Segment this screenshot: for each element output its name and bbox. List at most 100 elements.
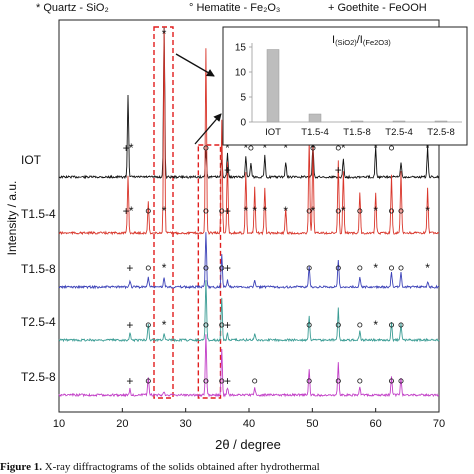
- hematite-marker: [357, 208, 363, 214]
- quartz-marker: *: [373, 141, 378, 155]
- quartz-marker: *: [373, 318, 378, 332]
- goethite-marker: +: [224, 163, 231, 177]
- caption-label: Figure 1.: [0, 461, 42, 473]
- hematite-marker: [145, 265, 151, 271]
- goethite-marker: +: [126, 374, 133, 388]
- hematite-marker: [335, 208, 341, 214]
- legend-quartz: * Quartz - SiO₂: [36, 2, 109, 14]
- inset-bar: [434, 120, 448, 123]
- inset-category-label: T1.5-4: [301, 127, 328, 138]
- hematite-marker: [398, 208, 404, 214]
- hematite-marker: [310, 145, 316, 151]
- quartz-marker: *: [373, 261, 378, 275]
- inset-bar: [266, 49, 280, 123]
- series-label: T2.5-8: [21, 370, 56, 384]
- legend-goethite: + Goethite - FeOOH: [328, 2, 427, 14]
- quartz-marker: *: [252, 204, 257, 218]
- hematite-marker: [357, 322, 363, 328]
- goethite-marker: +: [335, 163, 342, 177]
- hematite-marker: [252, 378, 258, 384]
- hematite-marker: [388, 145, 394, 151]
- y-axis-label: Intensity / a.u.: [5, 181, 19, 256]
- quartz-marker: *: [283, 204, 288, 218]
- series-label: T1.5-8: [21, 262, 56, 276]
- caption-text: X-ray diffractograms of the solids obtai…: [41, 461, 320, 473]
- quartz-marker: *: [283, 141, 288, 155]
- hematite-marker: [335, 265, 341, 271]
- hematite-marker: [203, 145, 209, 151]
- inset-y-tick-label: 5: [240, 93, 246, 104]
- goethite-marker: +: [224, 374, 231, 388]
- inset-category-label: T1.5-8: [343, 127, 370, 138]
- hematite-marker: [357, 265, 363, 271]
- goethite-marker: +: [123, 204, 130, 218]
- hematite-marker: [388, 208, 394, 214]
- quartz-marker: *: [162, 318, 167, 332]
- hematite-marker: [388, 322, 394, 328]
- arrow-to-inset: [194, 113, 222, 145]
- inset-frame: [222, 26, 468, 146]
- hematite-marker: [145, 322, 151, 328]
- inset-title-title-mid: /I: [357, 34, 363, 46]
- hematite-marker: [306, 265, 312, 271]
- quartz-marker: *: [425, 141, 430, 155]
- x-tick-label: 10: [53, 418, 65, 430]
- quartz-marker: *: [162, 27, 167, 41]
- legend-hematite: ° Hematite - Fe₂O₃: [189, 2, 281, 14]
- inset-y-tick-label: 15: [235, 43, 247, 54]
- x-tick-label: 50: [306, 418, 318, 430]
- goethite-marker: +: [123, 141, 130, 155]
- hematite-marker: [306, 378, 312, 384]
- inset-title-title-sub1: (SiO2): [335, 38, 357, 47]
- inset-title-title-sub2: (Fe2O3): [363, 38, 391, 47]
- quartz-marker: *: [243, 141, 248, 155]
- hematite-marker: [398, 322, 404, 328]
- hematite-marker: [203, 265, 209, 271]
- hematite-marker: [248, 145, 254, 151]
- x-axis-label: 2θ / degree: [215, 437, 281, 452]
- hematite-marker: [203, 208, 209, 214]
- hematite-marker: [335, 378, 341, 384]
- hematite-marker: [357, 378, 363, 384]
- hematite-marker: [306, 322, 312, 328]
- quartz-marker: *: [243, 204, 248, 218]
- x-tick-label: 40: [243, 418, 255, 430]
- inset-bar: [308, 113, 322, 123]
- inset-title: I(SiO2)/I(Fe2O3): [332, 34, 391, 47]
- x-tick-label: 30: [180, 418, 192, 430]
- quartz-marker: *: [129, 204, 134, 218]
- hematite-marker: [398, 378, 404, 384]
- series-label: T1.5-4: [21, 207, 56, 221]
- x-tick-label: 70: [433, 418, 445, 430]
- series-label: IOT: [21, 153, 42, 167]
- quartz-marker: *: [311, 204, 316, 218]
- hematite-marker: [145, 208, 151, 214]
- hematite-marker: [219, 208, 225, 214]
- hematite-marker: [388, 378, 394, 384]
- goethite-marker: +: [224, 318, 231, 332]
- hematite-marker: [219, 265, 225, 271]
- hematite-marker: [388, 265, 394, 271]
- quartz-marker: *: [162, 204, 167, 218]
- quartz-marker: *: [373, 204, 378, 218]
- inset-y-tick-label: 10: [235, 68, 247, 79]
- hematite-marker: [398, 265, 404, 271]
- hematite-marker: [219, 322, 225, 328]
- quartz-marker: *: [225, 141, 230, 155]
- goethite-marker: +: [224, 261, 231, 275]
- quartz-marker: *: [129, 141, 134, 155]
- goethite-marker: +: [126, 261, 133, 275]
- x-tick-label: 20: [116, 418, 128, 430]
- quartz-marker: *: [341, 204, 346, 218]
- inset-category-label: T2.5-4: [385, 127, 412, 138]
- quartz-marker: *: [262, 141, 267, 155]
- hematite-marker: [335, 322, 341, 328]
- series-line-t1-5-8: [58, 232, 440, 290]
- series-line-t2-5-8: [58, 334, 440, 398]
- inset-bar: [350, 120, 364, 123]
- inset-category-label: IOT: [265, 127, 281, 138]
- highlight-box: [153, 26, 174, 399]
- inset-title-title-main: I: [332, 34, 335, 46]
- quartz-marker: *: [262, 204, 267, 218]
- inset-category-label: T2.5-8: [427, 127, 454, 138]
